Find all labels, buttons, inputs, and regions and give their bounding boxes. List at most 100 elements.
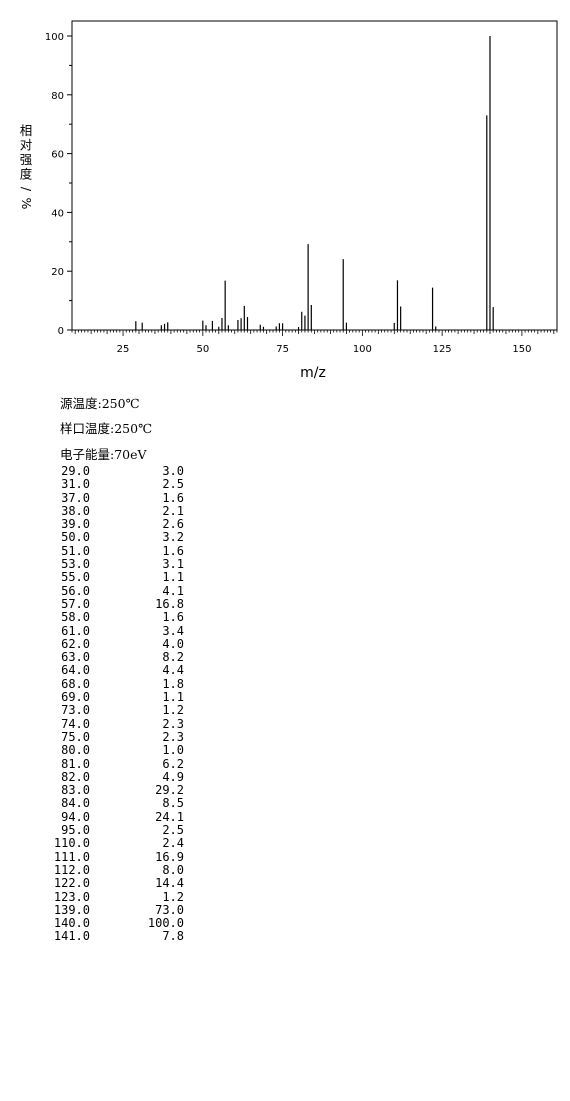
y-axis-label-char: 对 (20, 138, 33, 153)
table-row: 74.0 2.3 (48, 716, 184, 731)
plot-border (71, 20, 558, 331)
table-row: 122.0 14.4 (48, 876, 184, 891)
relative-intensity-value: 1.0 (162, 743, 184, 758)
mz-value: 29.0 (61, 464, 90, 478)
mz-value: 73.0 (61, 703, 90, 718)
relative-intensity-value: 2.5 (162, 477, 184, 492)
relative-intensity-value: 29.2 (155, 783, 184, 798)
table-row: 69.0 1.1 (48, 690, 184, 705)
y-axis: 0 20 40 60 80 100 (45, 32, 72, 337)
mz-value: 122.0 (53, 876, 90, 891)
mz-value: 31.0 (61, 477, 90, 492)
table-row: 51.0 1.6 (48, 543, 184, 558)
inlet-temperature: 样口温度:250℃ (60, 421, 153, 436)
relative-intensity-value: 6.2 (162, 756, 184, 771)
y-tick-label: 20 (51, 267, 64, 278)
table-row: 62.0 4.0 (48, 637, 184, 651)
mz-value: 81.0 (61, 756, 90, 771)
mz-value: 140.0 (53, 916, 90, 931)
table-row: 75.0 2.3 (48, 729, 184, 744)
mz-value: 111.0 (53, 849, 90, 864)
table-row: 84.0 8.5 (48, 797, 184, 811)
table-row: 55.0 1.1 (48, 570, 184, 585)
y-tick-label: 40 (51, 208, 64, 219)
relative-intensity-value: 1.8 (162, 676, 184, 691)
mz-value: 64.0 (61, 663, 90, 678)
relative-intensity-value: 4.9 (162, 769, 184, 784)
y-tick-label: 100 (45, 32, 64, 43)
table-row: 95.0 2.5 (48, 823, 184, 838)
y-tick-label: 60 (51, 150, 64, 161)
y-axis-label-char: % (19, 198, 34, 210)
relative-intensity-value: 24.1 (155, 809, 184, 824)
mz-value: 37.0 (61, 490, 90, 505)
mz-value: 80.0 (61, 743, 90, 758)
table-row: 61.0 3.4 (48, 623, 184, 638)
mz-value: 82.0 (61, 769, 90, 784)
relative-intensity-value: 1.6 (162, 543, 184, 558)
x-axis: 25 50 75 100 125 150 (71, 330, 558, 355)
relative-intensity-value: 3.4 (162, 623, 184, 638)
mz-value: 55.0 (61, 570, 90, 585)
peaks (135, 36, 494, 330)
table-row: 73.0 1.2 (48, 703, 184, 718)
table-row: 141.0 7.8 (48, 929, 184, 944)
mz-value: 74.0 (61, 716, 90, 731)
electron-energy: 电子能量:70eV (60, 447, 147, 462)
table-row: 110.0 2.4 (48, 836, 184, 851)
table-row: 50.0 3.2 (48, 530, 184, 545)
mz-value: 69.0 (61, 690, 90, 705)
table-row: 56.0 4.1 (48, 583, 184, 598)
table-row: 68.0 1.8 (48, 676, 184, 691)
table-row: 31.0 2.5 (48, 477, 184, 492)
y-tick-label: 0 (58, 326, 64, 337)
relative-intensity-value: 16.9 (155, 849, 184, 864)
relative-intensity-value: 2.1 (162, 503, 184, 518)
table-row: 37.0 1.6 (48, 490, 184, 505)
table-row: 81.0 6.2 (48, 756, 184, 771)
relative-intensity-value: 8.0 (162, 862, 184, 877)
x-tick-label: 50 (196, 344, 209, 355)
table-row: 82.0 4.9 (48, 769, 184, 784)
table-row: 83.0 29.2 (48, 783, 184, 798)
relative-intensity-value: 1.2 (162, 703, 184, 718)
y-tick-label: 80 (51, 91, 64, 102)
relative-intensity-value: 2.5 (162, 823, 184, 838)
mz-value: 68.0 (61, 676, 90, 691)
relative-intensity-value: 4.1 (162, 583, 184, 598)
mz-value: 75.0 (61, 729, 90, 744)
mz-value: 83.0 (61, 783, 90, 798)
table-row: 38.0 2.1 (48, 503, 184, 518)
mz-value: 112.0 (53, 862, 90, 877)
relative-intensity-value: 2.6 (162, 517, 184, 532)
relative-intensity-value: 7.8 (162, 929, 184, 944)
mz-value: 51.0 (61, 543, 90, 558)
table-row: 112.0 8.0 (48, 862, 184, 877)
mz-value: 123.0 (53, 889, 90, 904)
x-axis-label: m/z (300, 365, 326, 381)
x-tick-label: 100 (353, 344, 372, 355)
mz-value: 63.0 (61, 650, 90, 665)
mz-value: 50.0 (61, 530, 90, 545)
table-row: 64.0 4.4 (48, 663, 184, 678)
x-tick-label: 25 (117, 344, 130, 355)
relative-intensity-value: 2.4 (162, 836, 184, 851)
mz-value: 141.0 (53, 929, 90, 944)
mz-value: 39.0 (61, 517, 90, 532)
table-row: 58.0 1.6 (48, 610, 184, 625)
relative-intensity-value: 3.2 (162, 530, 184, 545)
table-row: 57.0 16.8 (48, 596, 184, 611)
y-axis-label-char: 强 (20, 152, 33, 167)
relative-intensity-value: 16.8 (155, 596, 184, 611)
relative-intensity-value: 2.3 (162, 729, 184, 744)
table-row: 123.0 1.2 (48, 889, 184, 904)
y-axis-label-char: / (19, 187, 34, 192)
table-row: 139.0 73.0 (48, 902, 184, 917)
table-row: 80.0 1.0 (48, 743, 184, 758)
relative-intensity-value: 73.0 (155, 902, 184, 917)
relative-intensity-value: 14.4 (155, 876, 184, 891)
table-row: 111.0 16.9 (48, 849, 184, 864)
relative-intensity-value: 1.6 (162, 490, 184, 505)
relative-intensity-value: 1.6 (162, 610, 184, 625)
